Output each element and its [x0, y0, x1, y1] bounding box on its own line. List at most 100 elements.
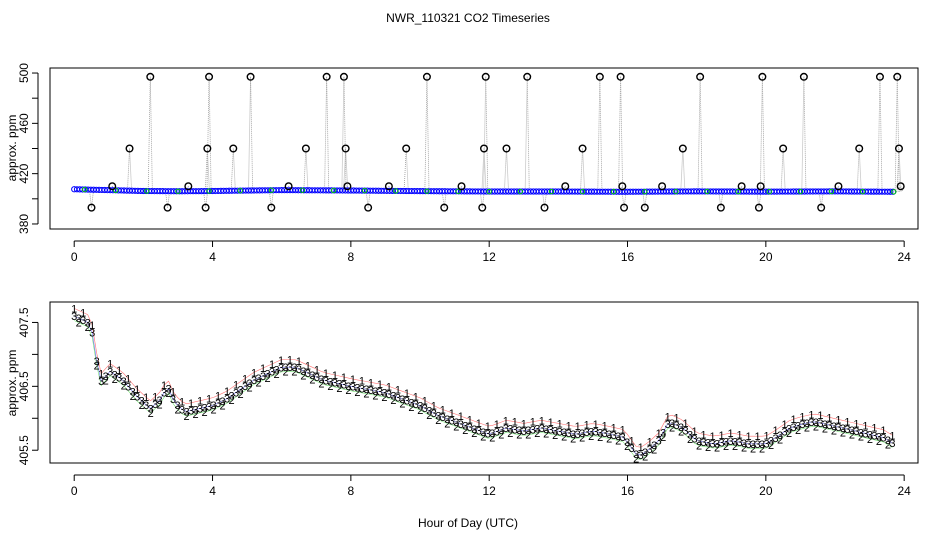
series-marker-3: 3 — [665, 419, 671, 431]
outlier-point — [301, 144, 310, 153]
series-marker-3: 3 — [687, 430, 693, 442]
series-marker-3: 3 — [139, 396, 145, 408]
outlier-point — [799, 72, 808, 81]
series-marker-3: 3 — [148, 403, 154, 415]
series-marker-2: 2 — [291, 367, 297, 379]
series-marker-1: 1 — [107, 359, 113, 371]
outlier-connector — [147, 76, 151, 192]
series-marker-3: 3 — [539, 423, 545, 435]
outlier-connector — [324, 76, 328, 191]
series-marker-2: 2 — [363, 389, 369, 401]
series-marker-2: 2 — [804, 423, 810, 435]
series-marker-2: 2 — [858, 432, 864, 444]
series-marker-2: 2 — [552, 430, 558, 442]
series-marker-3: 3 — [130, 387, 136, 399]
outlier-point — [540, 203, 549, 212]
series-marker-3: 3 — [889, 438, 895, 450]
series-marker-2: 2 — [318, 379, 324, 391]
series-marker-1: 1 — [521, 418, 527, 430]
x-tick-label: 0 — [71, 250, 78, 264]
series-marker-2: 2 — [759, 443, 765, 455]
baseline-point — [455, 188, 461, 195]
series-marker-2: 2 — [795, 425, 801, 437]
series-marker-3: 3 — [678, 422, 684, 434]
series-marker-1: 1 — [683, 418, 689, 430]
outlier-point — [205, 72, 214, 81]
outlier-point — [246, 72, 255, 81]
series-marker-2: 2 — [220, 400, 226, 412]
series-marker-3: 3 — [822, 419, 828, 431]
series-marker-1: 1 — [449, 408, 455, 420]
series-marker-1: 1 — [763, 431, 769, 443]
baseline-point — [548, 188, 555, 195]
series-marker-1: 1 — [799, 412, 805, 424]
series-marker-3: 3 — [103, 371, 109, 383]
series-marker-3: 3 — [629, 443, 635, 455]
series-marker-1: 1 — [539, 415, 545, 427]
y-tick-label: 500 — [17, 63, 31, 83]
outlier-point — [658, 182, 667, 191]
series-marker-2: 2 — [381, 392, 387, 404]
series-marker-1: 1 — [548, 417, 554, 429]
outlier-connector — [780, 148, 784, 192]
chart-title: NWR_110321 CO2 Timeseries — [386, 11, 550, 25]
baseline-point — [859, 188, 866, 195]
series-marker-2: 2 — [822, 423, 828, 435]
series-marker-2: 2 — [651, 444, 657, 456]
series-marker-1: 1 — [710, 431, 716, 443]
top-panel: 0 4 8 12 16 20 24 380 420 460 500 approx. ppm — [5, 63, 919, 264]
series-marker-2: 2 — [94, 360, 100, 372]
series-marker-3: 3 — [368, 385, 374, 397]
series-marker-3: 3 — [94, 356, 100, 368]
series-marker-3: 3 — [714, 438, 720, 450]
series-marker-3: 3 — [732, 436, 738, 448]
series-marker-3: 3 — [494, 426, 500, 438]
series-marker-2: 2 — [768, 440, 774, 452]
outlier-point — [384, 182, 393, 191]
outlier-point — [855, 144, 864, 153]
series-marker-3: 3 — [202, 402, 208, 414]
series-marker-3: 3 — [476, 425, 482, 437]
series-marker-3: 3 — [710, 439, 716, 451]
outlier-point — [894, 144, 903, 153]
top-x-axis: 0 4 8 12 16 20 24 — [71, 240, 911, 264]
series-marker-3: 3 — [525, 425, 531, 437]
x-tick-label: 8 — [348, 484, 355, 498]
series-marker-1: 1 — [889, 430, 895, 442]
series-marker-3: 3 — [817, 418, 823, 430]
series-marker-3: 3 — [458, 419, 464, 431]
outlier-point — [502, 144, 511, 153]
baseline-point — [393, 188, 399, 194]
series-marker-2: 2 — [831, 425, 837, 437]
series-marker-3: 3 — [512, 424, 518, 436]
series-marker-1: 1 — [458, 411, 464, 423]
series-marker-1: 1 — [350, 374, 356, 386]
series-marker-3: 3 — [858, 427, 864, 439]
series-marker-1: 1 — [880, 425, 886, 437]
series-marker-1: 1 — [530, 417, 536, 429]
series-marker-2: 2 — [435, 415, 441, 427]
series-marker-3: 3 — [426, 406, 432, 418]
baseline-point — [579, 188, 586, 195]
series-marker-2: 2 — [345, 385, 351, 397]
series-marker-2: 2 — [525, 430, 531, 442]
series-marker-3: 3 — [579, 428, 585, 440]
outlier-connector — [506, 148, 509, 192]
outlier-connector — [485, 76, 489, 192]
outlier-connector — [149, 76, 153, 192]
outlier-connector — [856, 148, 860, 192]
outlier-connector — [326, 76, 330, 191]
series-marker-1: 1 — [116, 365, 122, 377]
series-marker-2: 2 — [237, 389, 243, 401]
series-marker-3: 3 — [157, 395, 163, 407]
series-marker-3: 3 — [372, 386, 378, 398]
outlier-point — [578, 144, 587, 153]
series-marker-3: 3 — [323, 376, 329, 388]
series-marker-3: 3 — [799, 419, 805, 431]
outlier-connector — [303, 148, 307, 191]
x-tick-label: 20 — [759, 484, 773, 498]
series-marker-2: 2 — [480, 432, 486, 444]
outlier-connector — [896, 148, 900, 192]
series-marker-2: 2 — [471, 428, 477, 440]
outlier-point — [201, 203, 210, 212]
